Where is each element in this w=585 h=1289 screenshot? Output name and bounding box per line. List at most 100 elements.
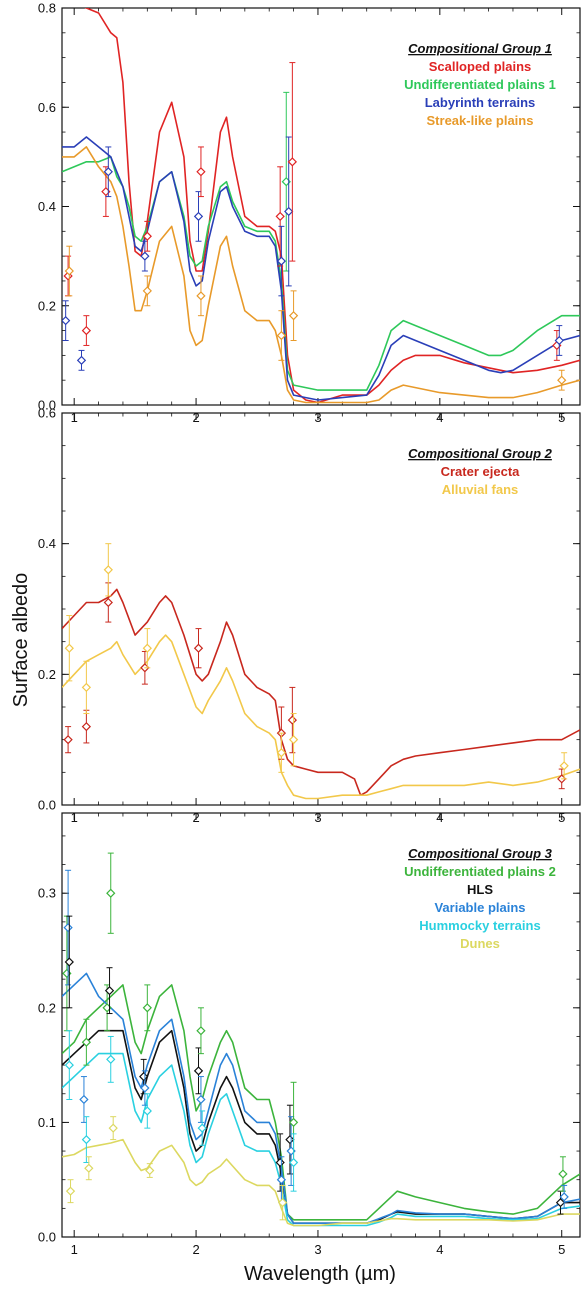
series-lines [62, 972, 580, 1227]
y-tick-label: 0.4 [38, 199, 56, 214]
data-point-diamond [84, 1163, 94, 1173]
data-point-diamond [196, 167, 206, 177]
data-point-diamond [81, 1037, 92, 1047]
data-point-diamond [558, 1169, 568, 1179]
data-point-diamond [79, 1094, 89, 1105]
data-point-diamond [108, 1123, 118, 1133]
series-line-2 [62, 634, 580, 800]
data-point-diamond [63, 735, 73, 745]
data-point-diamond [106, 888, 116, 898]
data-point-diamond [64, 1060, 74, 1070]
x-tick-label: 3 [314, 1242, 321, 1257]
data-point-diamond [81, 721, 92, 732]
data-point-diamond [276, 330, 287, 341]
legend-title: Compositional Group 3 [408, 846, 552, 861]
x-tick-label: 2 [192, 1242, 199, 1257]
data-point-diamond [284, 206, 294, 217]
y-tick-label: 0.6 [38, 100, 56, 115]
series-lines [62, 8, 580, 404]
data-point-diamond [288, 1117, 299, 1128]
data-point-diamond [276, 256, 287, 266]
y-tick-label: 0.3 [38, 886, 56, 901]
legend-entry: Streak-like plains [427, 113, 534, 128]
series-line-3 [62, 136, 580, 401]
data-point-diamond [555, 1197, 566, 1208]
legend-entry: Dunes [460, 936, 500, 951]
legend-entry: Undifferentiated plains 1 [404, 77, 556, 92]
data-point-diamond [196, 1094, 206, 1105]
data-point-diamond [276, 748, 287, 758]
y-tick-label: 0.6 [38, 406, 56, 421]
data-point-diamond [288, 735, 299, 745]
data-point-diamond [106, 1054, 116, 1065]
figure-y-axis-label: Surface albedo [10, 573, 32, 708]
y-tick-label: 0.0 [38, 398, 56, 413]
data-point-diamond [81, 325, 92, 336]
legend-title: Compositional Group 2 [408, 446, 552, 461]
data-point-diamond [193, 1066, 204, 1076]
data-point-diamond [288, 311, 299, 321]
series-line-4 [62, 1052, 580, 1227]
y-tick-label: 0.4 [38, 536, 56, 551]
data-point-diamond [557, 375, 567, 385]
data-points [62, 62, 567, 391]
data-point-diamond [62, 315, 71, 326]
data-point-diamond [288, 1157, 299, 1168]
data-point-diamond [287, 715, 298, 725]
data-point-diamond [64, 957, 74, 967]
data-point-diamond [64, 643, 74, 653]
data-point-diamond [81, 682, 92, 693]
data-point-diamond [140, 251, 150, 261]
series-line-5 [62, 1138, 580, 1227]
y-tick-label: 0.0 [38, 798, 56, 813]
data-point-diamond [142, 1106, 152, 1116]
data-point-diamond [145, 1165, 155, 1176]
data-point-diamond [193, 211, 204, 222]
legend-entry: Crater ejecta [441, 464, 521, 479]
y-tick-label: 0.2 [38, 298, 56, 313]
data-point-diamond [142, 286, 152, 296]
data-point-diamond [197, 1123, 207, 1133]
data-point-diamond [276, 1175, 287, 1185]
x-tick-label: 1 [71, 1242, 78, 1257]
data-point-diamond [103, 565, 113, 575]
data-point-diamond [285, 1134, 295, 1145]
data-point-diamond [63, 922, 73, 933]
data-point-diamond [554, 335, 564, 346]
series-line-3 [62, 972, 580, 1224]
data-point-diamond [559, 761, 569, 771]
legend-entry: Variable plains [434, 900, 525, 915]
data-point-diamond [142, 1003, 152, 1013]
series-line-2 [62, 156, 580, 391]
y-tick-label: 0.2 [38, 667, 56, 682]
plot-frame [61, 812, 581, 1238]
data-point-diamond [142, 231, 152, 241]
data-point-diamond [196, 1026, 206, 1036]
series-line-4 [62, 146, 580, 404]
data-point-diamond [193, 643, 204, 653]
data-point-diamond [103, 167, 113, 177]
data-point-diamond [277, 1197, 288, 1208]
y-tick-label: 0.2 [38, 1000, 56, 1015]
data-point-diamond [64, 266, 74, 276]
series-line-1 [62, 984, 580, 1221]
data-point-diamond [103, 597, 113, 608]
data-point-diamond [559, 1192, 569, 1202]
y-tick-label: 0.0 [38, 1230, 56, 1245]
legend-entry: Scalloped plains [429, 59, 532, 74]
chart-panel-3: 1 2 3 4 5 0.0 0.1 0.2 0.3 Compositional Group 3 Un… [38, 812, 581, 1257]
legend-title: Compositional Group 1 [408, 41, 552, 56]
legend-entry: Undifferentiated plains 2 [404, 864, 556, 879]
y-tick-label: 0.1 [38, 1115, 56, 1130]
data-point-diamond [140, 1083, 150, 1093]
legend-entry: Hummocky terrains [419, 918, 540, 933]
x-tick-label: 5 [558, 1242, 565, 1257]
series-lines [62, 588, 580, 800]
series-line-1 [84, 8, 580, 404]
data-point-diamond [275, 1157, 285, 1168]
legend-entry: Alluvial fans [442, 482, 519, 497]
data-point-diamond [196, 291, 206, 301]
series-line-1 [62, 588, 580, 796]
